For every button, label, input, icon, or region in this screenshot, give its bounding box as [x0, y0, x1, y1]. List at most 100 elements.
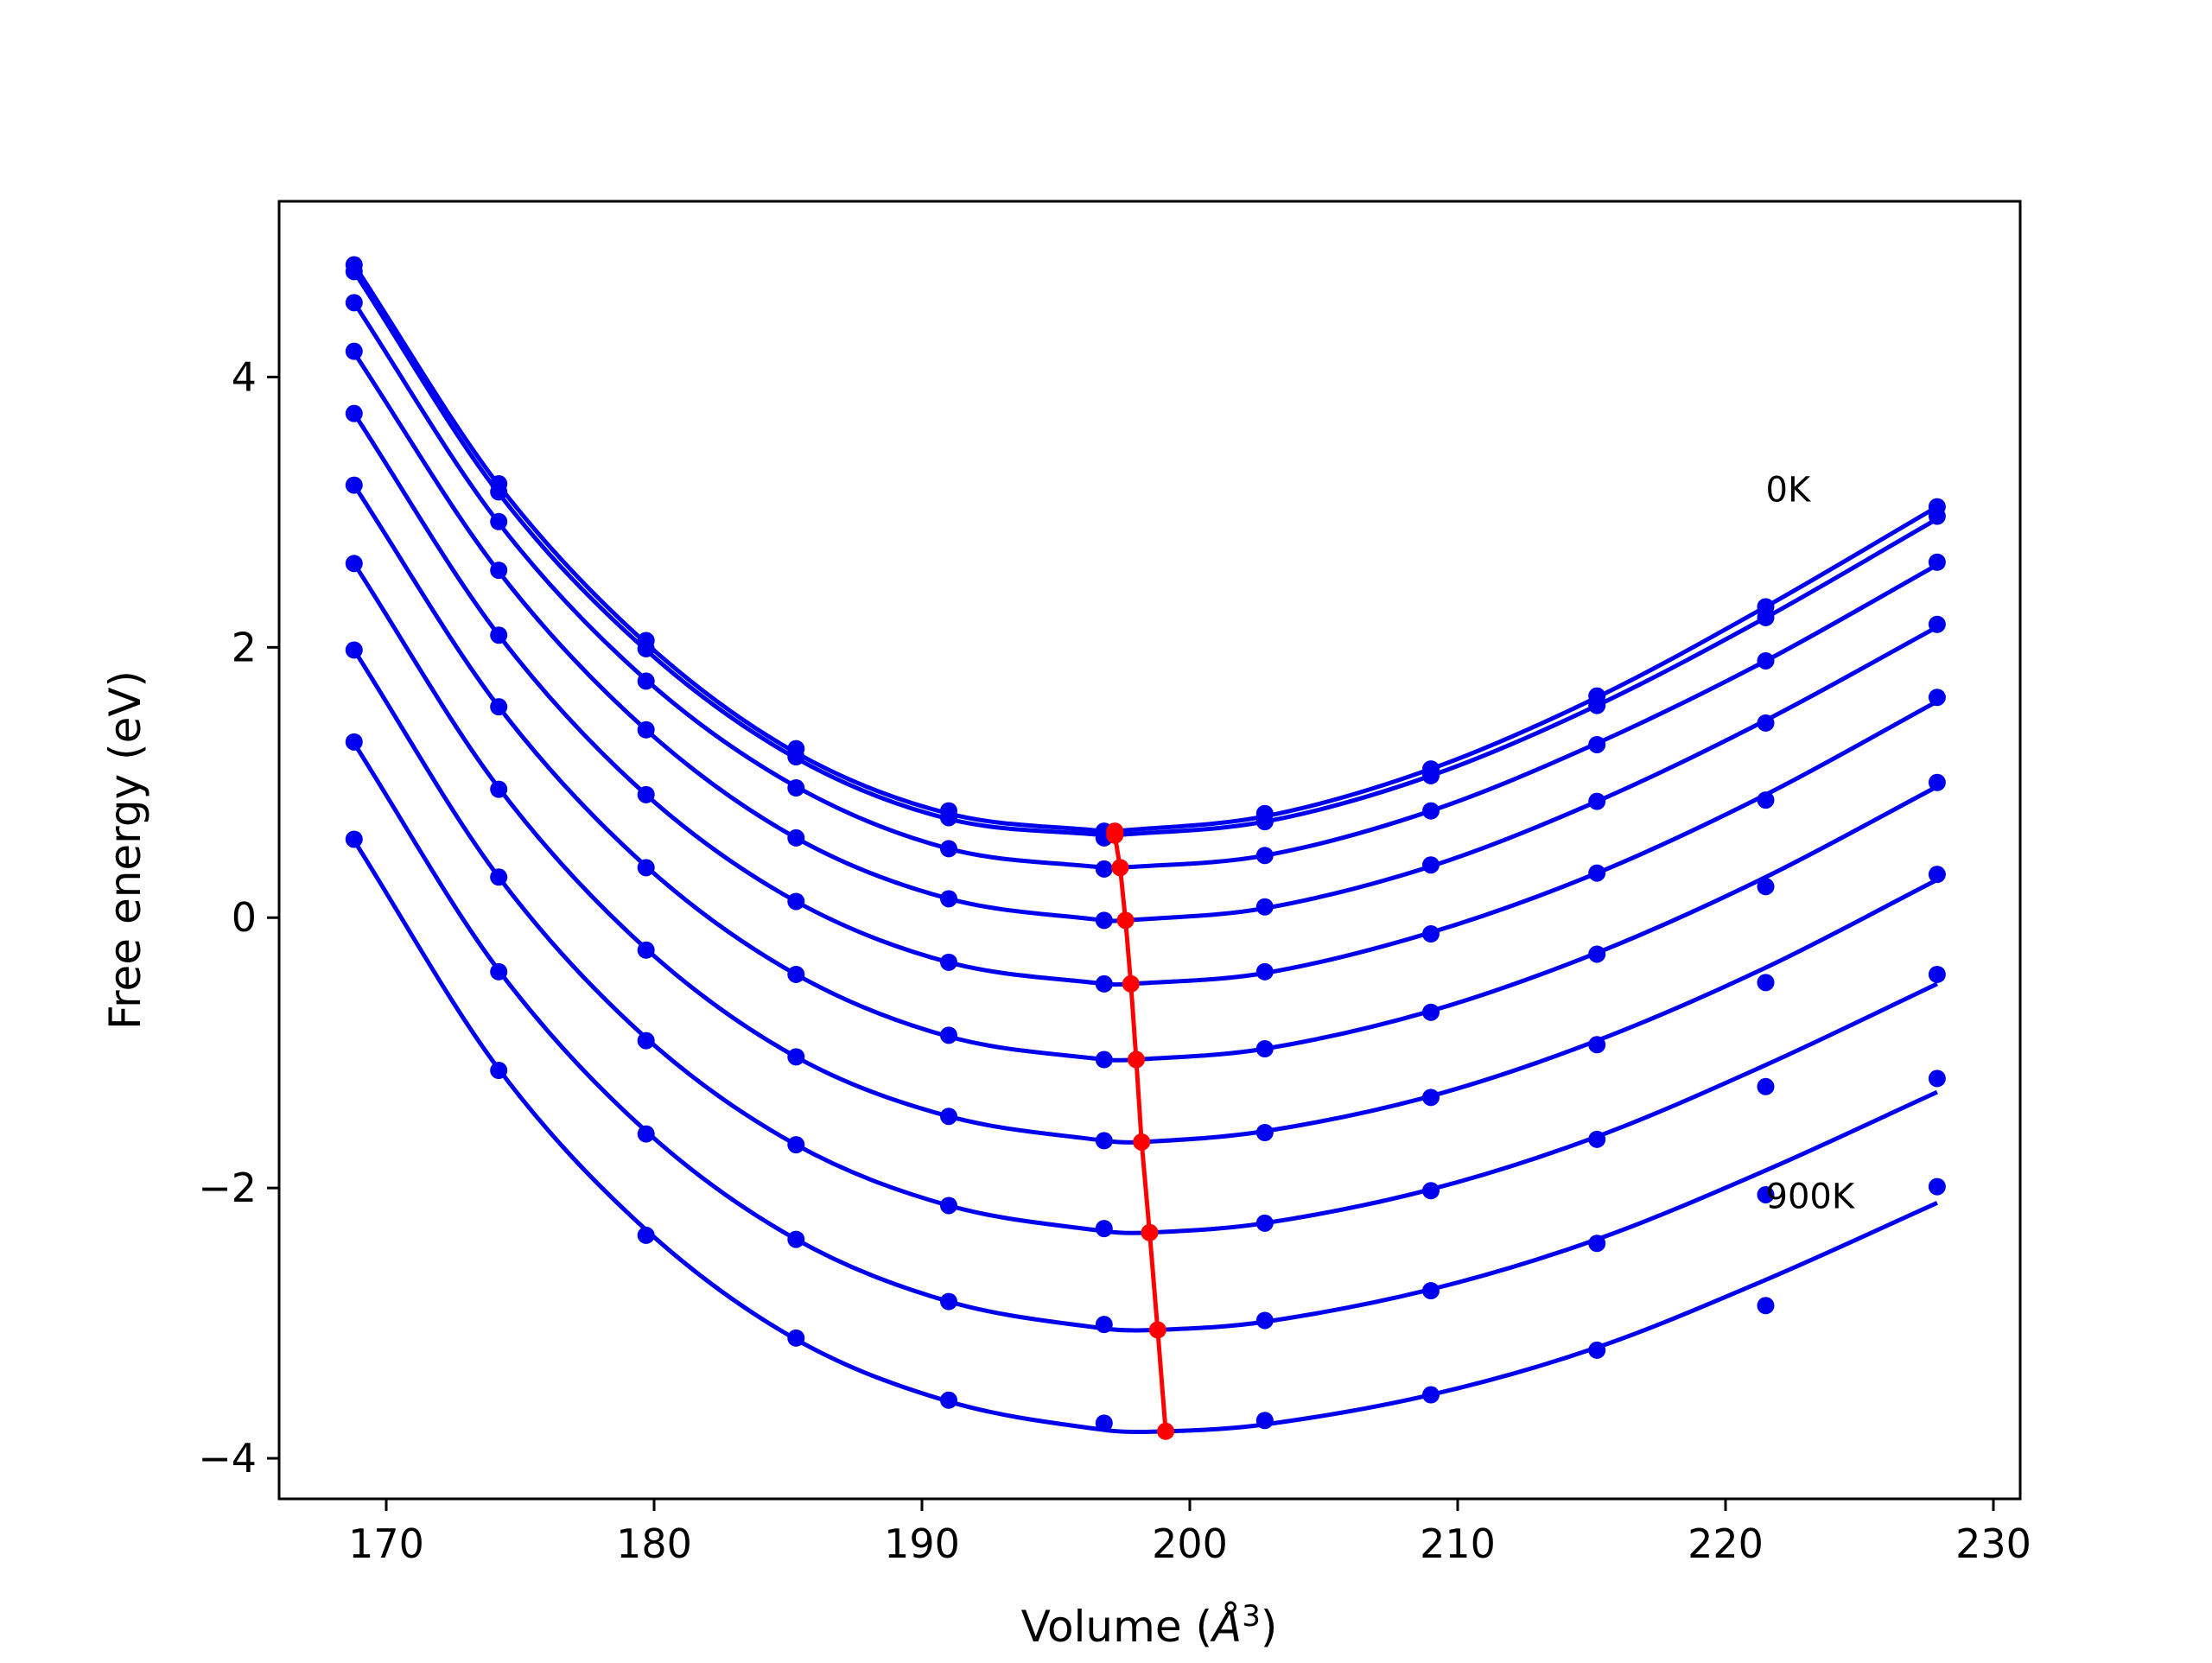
fit-curve-4 — [352, 351, 1939, 924]
data-point — [1095, 1050, 1113, 1069]
data-point — [1422, 1386, 1440, 1404]
minimum-point — [1148, 1321, 1166, 1339]
data-point — [940, 1292, 957, 1311]
data-point — [1588, 1235, 1606, 1253]
data-point — [637, 941, 655, 959]
data-point — [940, 1391, 957, 1409]
annotation-0k: 0K — [1766, 470, 1812, 510]
data-point — [1255, 813, 1274, 831]
data-point — [637, 1226, 655, 1244]
data-point — [490, 698, 508, 716]
x-tick-label: 230 — [1955, 1520, 2031, 1567]
data-point — [1588, 1341, 1606, 1359]
data-point — [345, 342, 363, 360]
data-point — [1588, 1036, 1606, 1054]
data-point — [345, 830, 363, 848]
data-point — [1255, 1311, 1274, 1330]
data-point — [1757, 608, 1775, 626]
data-point — [787, 892, 805, 911]
minimum-energy-line — [1112, 831, 1168, 1431]
data-point — [940, 890, 957, 908]
fit-curve-7 — [352, 562, 1939, 1145]
y-tick-label: 0 — [232, 894, 257, 941]
curve-layer — [352, 263, 1939, 1435]
data-point — [1095, 974, 1113, 993]
data-point — [1255, 962, 1274, 981]
data-point — [1757, 714, 1775, 732]
data-point — [1422, 1182, 1440, 1200]
data-point — [1095, 1414, 1113, 1432]
data-point — [345, 294, 363, 312]
data-point — [1588, 864, 1606, 882]
data-point — [940, 1026, 957, 1044]
data-point — [1255, 1123, 1274, 1141]
data-point — [940, 1196, 957, 1215]
data-point — [1928, 1070, 1946, 1088]
data-point — [1757, 791, 1775, 809]
fit-curve-3 — [352, 301, 1939, 871]
data-point — [1928, 507, 1946, 525]
data-point — [345, 263, 363, 281]
data-point — [490, 562, 508, 580]
data-point — [1588, 735, 1606, 753]
data-point — [1588, 792, 1606, 810]
data-point — [1928, 553, 1946, 571]
data-point — [1757, 1185, 1775, 1203]
minimum-point — [1116, 911, 1135, 930]
data-point — [637, 720, 655, 739]
y-tick-label: −4 — [198, 1435, 257, 1482]
data-point — [1928, 1177, 1946, 1196]
data-point — [637, 785, 655, 803]
data-point — [787, 828, 805, 847]
data-point — [1928, 615, 1946, 633]
minimum-point — [1106, 826, 1124, 844]
fit-curve-10 — [352, 839, 1938, 1435]
fit-curve-1 — [352, 263, 1939, 834]
data-point — [1255, 847, 1274, 865]
data-point — [1757, 974, 1775, 992]
x-axis-title: Volume (Å3) — [1021, 1599, 1278, 1652]
data-point — [1255, 1039, 1274, 1057]
data-point — [787, 965, 805, 983]
data-point — [490, 780, 508, 798]
data-point — [1588, 696, 1606, 714]
data-point — [345, 641, 363, 659]
y-tick-label: −2 — [198, 1165, 257, 1211]
points-layer — [345, 256, 1946, 1432]
data-point — [787, 748, 805, 766]
data-point — [637, 639, 655, 657]
minimum-line-layer — [1106, 822, 1175, 1440]
data-point — [940, 809, 957, 827]
data-point — [787, 1048, 805, 1066]
axes-frame — [277, 200, 2022, 1501]
fit-curve-2 — [352, 270, 1939, 838]
data-point — [1928, 773, 1946, 791]
minimum-point — [1141, 1223, 1159, 1241]
data-point — [490, 962, 508, 981]
x-tick-label: 170 — [348, 1520, 424, 1567]
data-point — [1422, 1089, 1440, 1107]
data-point — [1255, 1412, 1274, 1430]
data-point — [1928, 965, 1946, 983]
minimum-point — [1157, 1422, 1175, 1440]
data-point — [1095, 911, 1113, 930]
data-point — [1095, 860, 1113, 878]
data-point — [1588, 1130, 1606, 1148]
data-point — [1588, 945, 1606, 963]
data-point — [1928, 689, 1946, 707]
data-point — [1095, 1316, 1113, 1334]
data-point — [1422, 802, 1440, 820]
data-point — [490, 1062, 508, 1080]
x-tick-label: 200 — [1152, 1520, 1228, 1567]
data-point — [1095, 1220, 1113, 1238]
data-point — [1757, 878, 1775, 896]
annotation-900k: 900K — [1766, 1177, 1856, 1217]
data-point — [345, 555, 363, 573]
data-point — [637, 1125, 655, 1143]
data-point — [940, 840, 957, 858]
data-point — [1422, 856, 1440, 874]
data-point — [787, 779, 805, 797]
data-point — [940, 953, 957, 971]
